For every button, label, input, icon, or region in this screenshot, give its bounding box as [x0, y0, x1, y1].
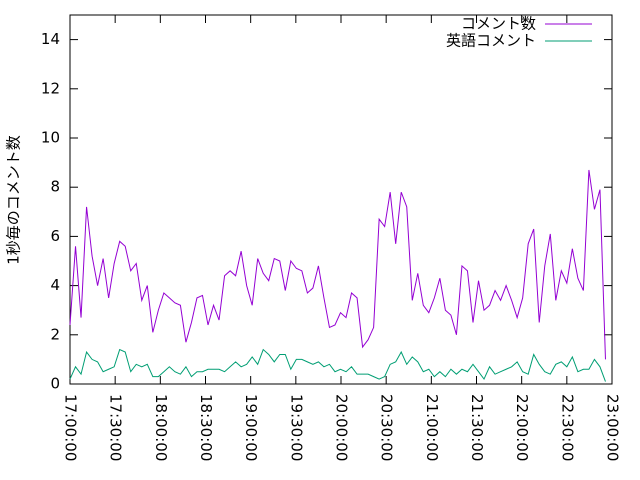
y-tick-label: 0: [50, 375, 60, 393]
y-tick-label: 2: [50, 325, 60, 343]
x-tick-label: 20:30:00: [378, 394, 396, 461]
y-tick-label: 14: [41, 30, 60, 48]
x-tick-label: 17:30:00: [107, 394, 125, 461]
y-tick-label: 12: [41, 79, 60, 97]
y-tick-label: 10: [41, 129, 60, 147]
legend-label: 英語コメント: [446, 32, 536, 50]
y-tick-label: 8: [50, 178, 60, 196]
x-tick-label: 22:00:00: [513, 394, 531, 461]
x-tick-label: 18:00:00: [152, 394, 170, 461]
x-tick-label: 17:00:00: [62, 394, 80, 461]
series-line: [69, 348, 606, 382]
x-tick-label: 21:00:00: [423, 394, 441, 461]
x-tick-label: 23:00:00: [604, 394, 622, 461]
series-line: [69, 169, 606, 360]
x-tick-label: 20:00:00: [333, 394, 351, 461]
x-tick-label: 21:30:00: [468, 394, 486, 461]
x-tick-label: 19:00:00: [242, 394, 260, 461]
plot-frame: [69, 14, 613, 385]
y-axis-label: 1秒毎のコメント数: [5, 135, 23, 265]
y-tick-label: 6: [50, 227, 60, 245]
x-tick-label: 18:30:00: [197, 394, 215, 461]
x-tick-label: 19:30:00: [287, 394, 305, 461]
legend-label: コメント数: [461, 15, 536, 33]
y-tick-label: 4: [50, 276, 60, 294]
x-tick-label: 22:30:00: [558, 394, 576, 461]
